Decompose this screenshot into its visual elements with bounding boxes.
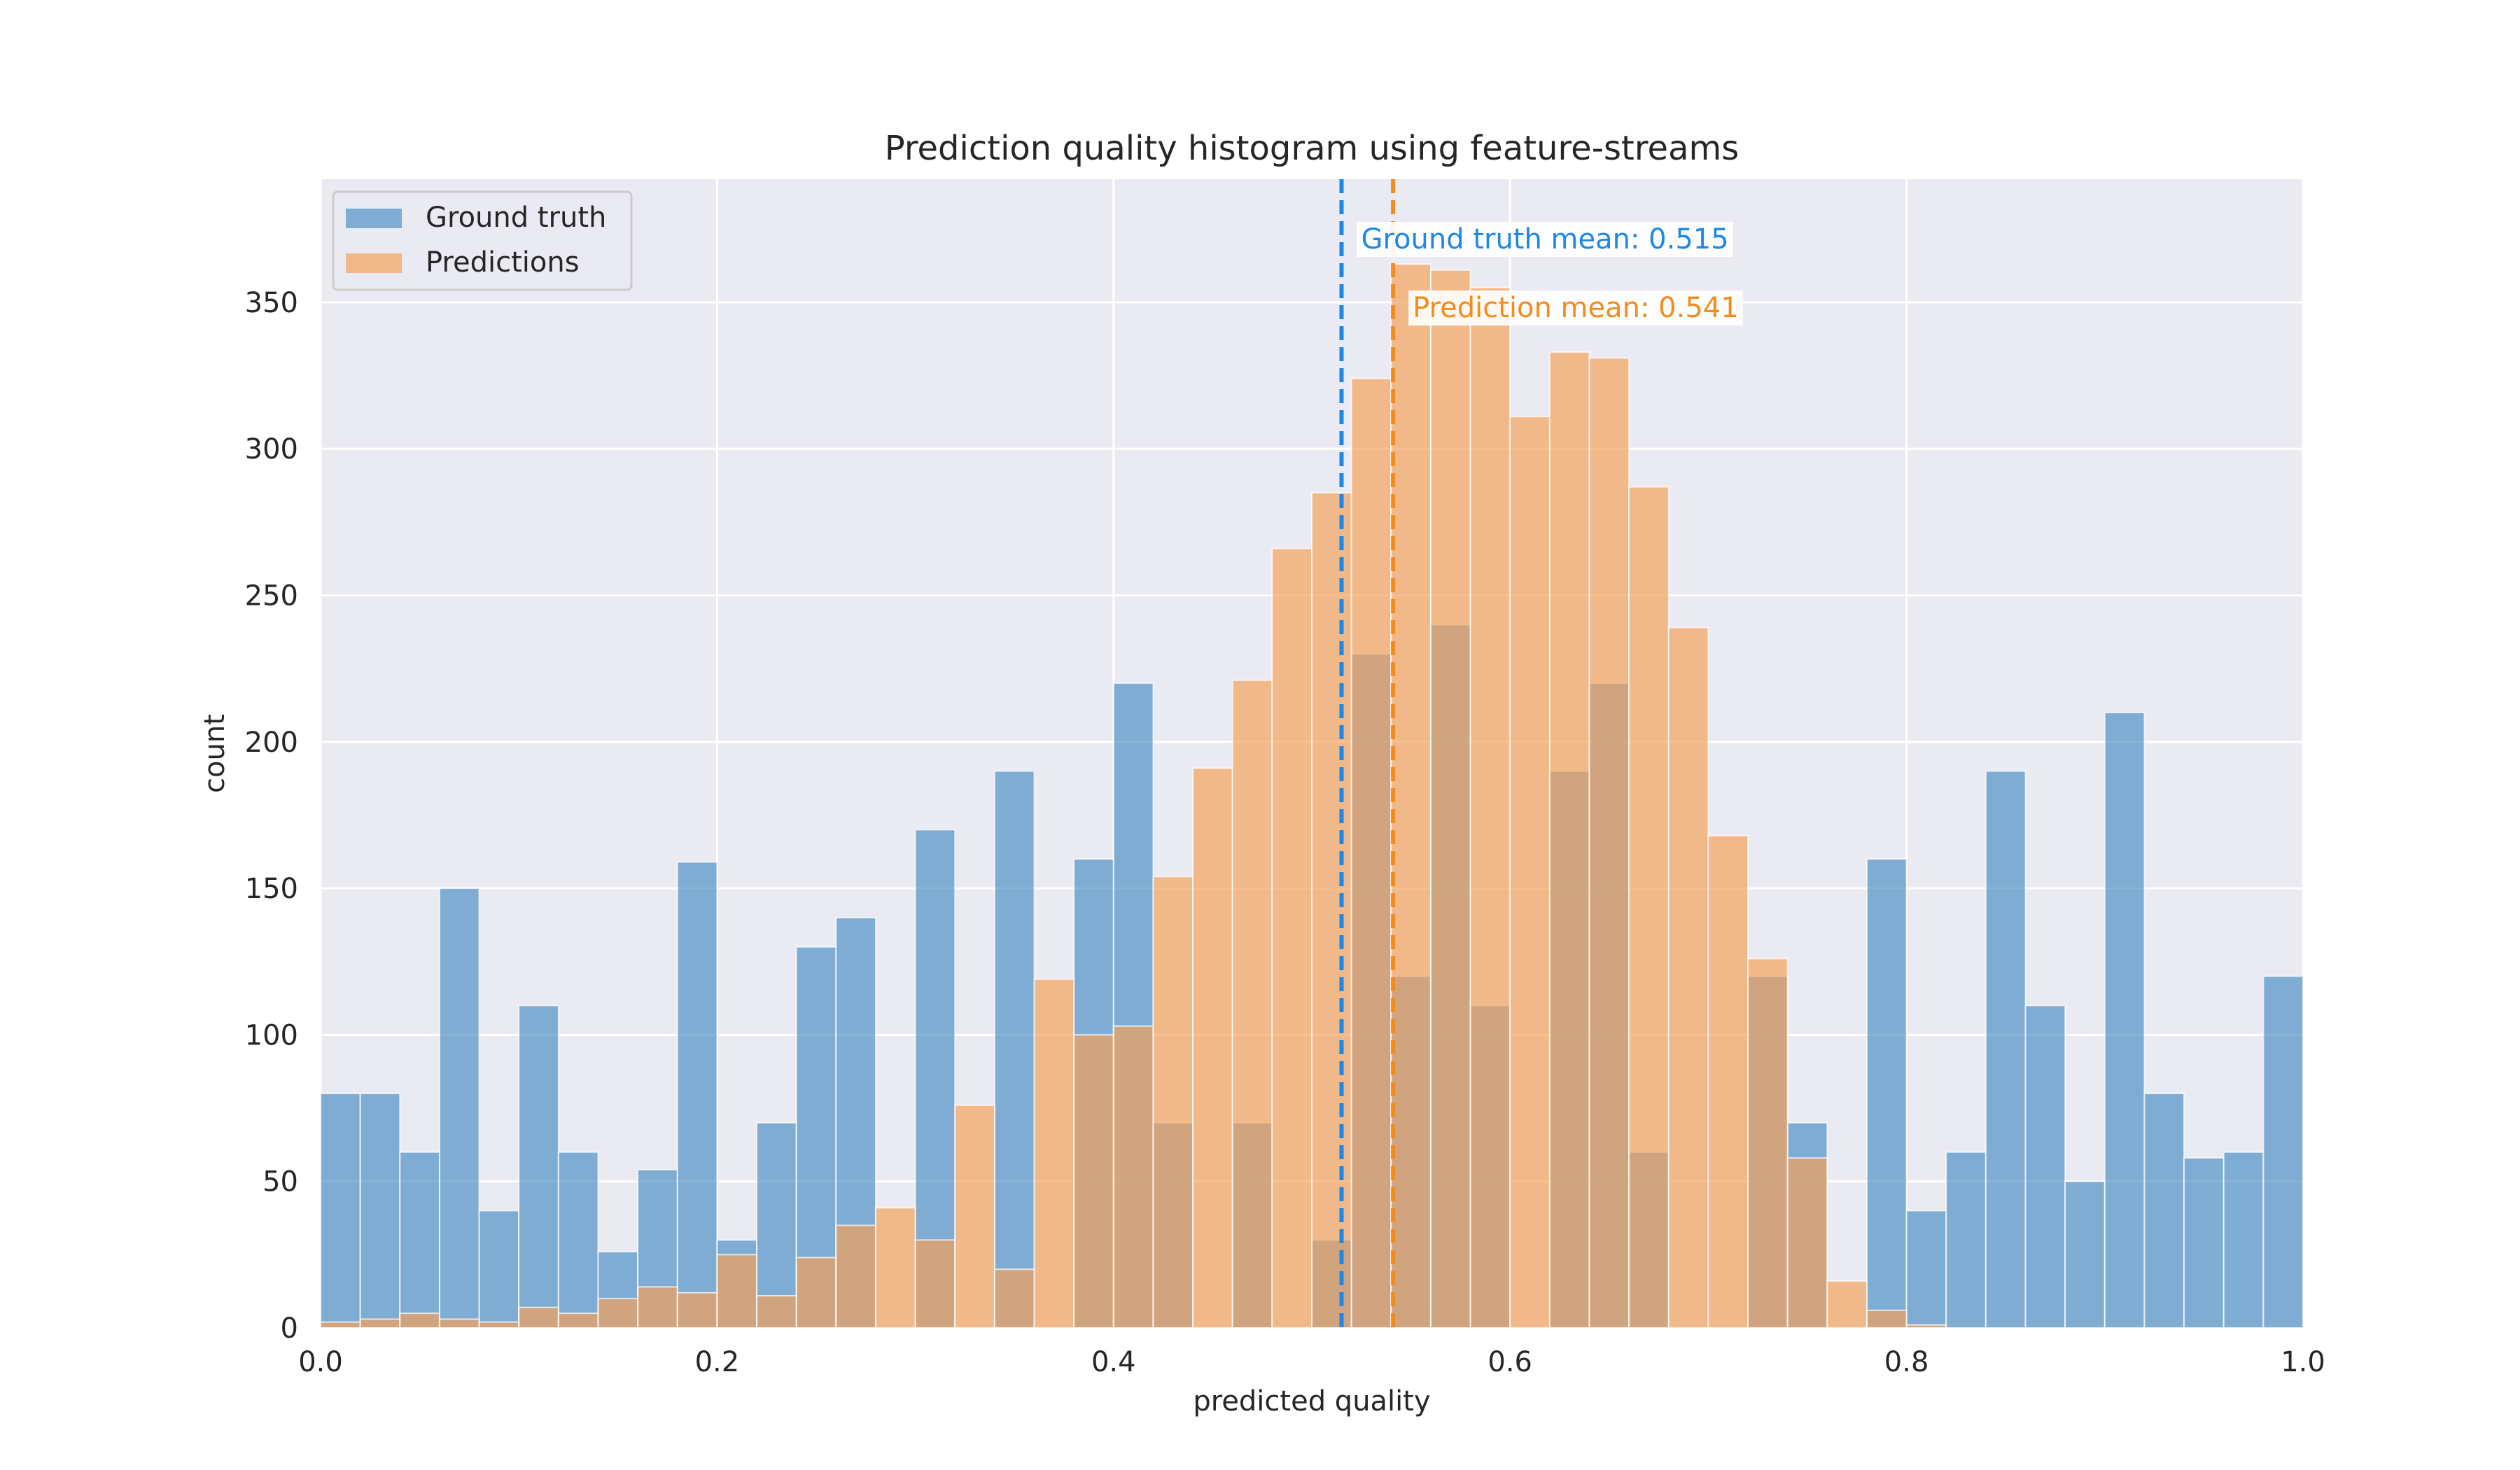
mean-annotations: Ground truth mean: 0.515 Prediction mean:… <box>1357 222 1743 326</box>
ground-truth-bar <box>557 1151 599 1329</box>
ground-truth-mean-label: Ground truth mean: 0.515 <box>1361 223 1728 255</box>
mean-lines <box>1339 179 1396 1328</box>
ground-truth-bar <box>1984 770 2026 1329</box>
prediction-bar <box>756 1294 797 1329</box>
prediction-bar <box>518 1306 559 1329</box>
prediction-bar <box>1628 486 1670 1329</box>
prediction-bar <box>1152 876 1194 1329</box>
legend-swatch-predictions <box>346 253 402 273</box>
y-tick-label: 100 <box>245 1019 298 1051</box>
prediction-bar <box>1073 1034 1114 1329</box>
ground-truth-bar <box>2024 1004 2066 1329</box>
prediction-bar <box>1271 547 1312 1329</box>
ground-truth-bar <box>993 770 1035 1329</box>
y-tick-label: 300 <box>245 433 298 465</box>
legend-swatch-ground-truth <box>346 209 402 228</box>
y-tick-label: 50 <box>262 1166 298 1198</box>
prediction-bar <box>1311 491 1352 1329</box>
prediction-bar <box>1350 377 1392 1329</box>
prediction-bar <box>1390 263 1432 1329</box>
x-tick-label: 0.8 <box>1884 1346 1929 1378</box>
prediction-bar <box>1786 1157 1828 1329</box>
prediction-bar <box>478 1321 520 1329</box>
ground-truth-bar <box>2183 1157 2225 1329</box>
prediction-bar <box>1033 978 1075 1329</box>
prediction-bar <box>597 1298 639 1329</box>
y-axis-label: count <box>199 714 231 793</box>
ground-truth-bar <box>756 1121 797 1329</box>
prediction-bar <box>676 1292 718 1329</box>
prediction-bar <box>1469 286 1511 1329</box>
prediction-bar <box>1707 834 1749 1329</box>
prediction-bar <box>320 1321 361 1329</box>
prediction-bar <box>1905 1324 1947 1329</box>
prediction-bar <box>399 1312 440 1329</box>
prediction-bar <box>1747 958 1788 1329</box>
prediction-bar <box>1865 1309 1907 1329</box>
x-axis-label: predicted quality <box>1193 1385 1430 1418</box>
y-tick-label: 200 <box>245 727 298 759</box>
x-tick-label: 0.4 <box>1091 1346 1136 1378</box>
prediction-bar <box>795 1256 837 1329</box>
ground-truth-bar <box>1865 858 1907 1329</box>
legend-box <box>332 190 633 291</box>
x-tick-label: 0.6 <box>1488 1346 1532 1378</box>
prediction-bar <box>1548 351 1590 1329</box>
y-tick-label: 150 <box>245 873 298 905</box>
prediction-bars <box>320 263 1947 1329</box>
prediction-bar <box>557 1312 599 1329</box>
prediction-bar <box>1509 416 1550 1329</box>
prediction-bar <box>1667 626 1709 1329</box>
ground-truth-bar <box>2143 1093 2185 1329</box>
annotation-background <box>1408 290 1743 326</box>
prediction-bar <box>1588 357 1630 1329</box>
ground-truth-bar <box>438 888 480 1329</box>
legend-label-ground-truth: Ground truth <box>426 202 606 234</box>
ground-truth-bar <box>359 1093 401 1329</box>
prediction-bar <box>1192 767 1233 1329</box>
x-tick-label: 1.0 <box>2281 1346 2325 1378</box>
x-tick-label: 0.0 <box>298 1346 343 1378</box>
y-tick-labels: 0 50 100 150 200 250 300 350 <box>245 287 298 1345</box>
prediction-bar <box>359 1318 401 1329</box>
y-tick-label: 0 <box>281 1312 298 1345</box>
ground-truth-bar <box>2104 711 2146 1329</box>
y-tick-label: 350 <box>245 287 298 319</box>
chart-title: Prediction quality histogram using featu… <box>885 129 1740 168</box>
ground-truth-bar <box>399 1151 440 1329</box>
prediction-bar <box>1429 269 1471 1329</box>
ground-truth-bar <box>2262 975 2304 1329</box>
prediction-bar <box>716 1254 758 1329</box>
prediction-bar <box>1826 1280 1868 1329</box>
ground-truth-bar <box>2222 1151 2264 1329</box>
prediction-bar <box>874 1207 916 1329</box>
prediction-bar <box>914 1239 956 1329</box>
annotation-background <box>1357 222 1733 257</box>
prediction-bar <box>637 1286 678 1329</box>
prediction-bar <box>993 1268 1035 1329</box>
prediction-bar <box>1112 1025 1154 1329</box>
x-tick-label: 0.2 <box>695 1346 740 1378</box>
legend-label-predictions: Predictions <box>426 246 580 279</box>
prediction-bar <box>954 1104 995 1329</box>
prediction-bar <box>438 1318 480 1329</box>
ground-truth-bar <box>676 861 718 1329</box>
x-tick-labels: 0.0 0.2 0.4 0.6 0.8 1.0 <box>298 1346 2325 1378</box>
y-tick-label: 250 <box>245 580 298 612</box>
ground-truth-bar <box>2064 1180 2106 1329</box>
ground-truth-bar <box>320 1093 361 1329</box>
legend: Ground truth Predictions <box>332 190 633 291</box>
ground-truth-bar <box>478 1210 520 1329</box>
ground-truth-bar <box>1905 1210 1947 1329</box>
prediction-bar <box>835 1224 876 1329</box>
ground-truth-bar <box>1945 1151 1987 1329</box>
prediction-mean-label: Prediction mean: 0.541 <box>1413 292 1739 324</box>
prediction-bar <box>1231 679 1273 1329</box>
ground-truth-bar <box>518 1004 559 1329</box>
